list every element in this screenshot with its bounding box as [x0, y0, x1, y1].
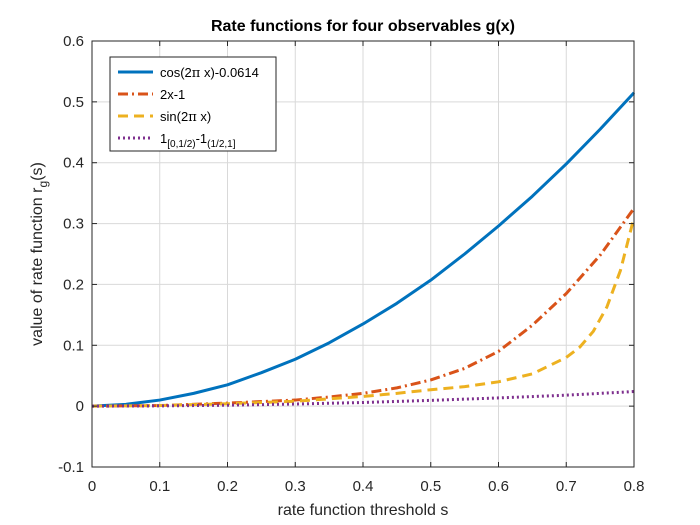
legend-label-part: π [192, 66, 201, 81]
series-line-4 [91, 390, 635, 408]
x-tick-label: 0.7 [556, 478, 577, 495]
y-axis-label-sub: g [36, 181, 50, 188]
y-tick-label: 0.6 [63, 33, 84, 50]
legend-label-part: sin(2 [160, 109, 188, 124]
legend-label-part: (1/2,1] [207, 139, 236, 150]
chart-title: Rate functions for four observables g(x) [211, 18, 515, 35]
y-tick-label: 0.5 [63, 94, 84, 111]
legend-label-3: sin(2π x) [160, 109, 211, 125]
x-tick-label: 0 [88, 478, 96, 495]
legend-label-2: 2x-1 [160, 87, 185, 102]
y-axis-label-suffix: (s) [29, 162, 46, 181]
series-group [91, 91, 636, 408]
series-line-3 [91, 217, 636, 408]
x-tick-label: 0.2 [217, 478, 238, 495]
y-axis-label-main: value of rate function r [29, 187, 46, 346]
y-tick-label: 0.2 [63, 276, 84, 293]
legend-label-4: 1[0,1/2)-1(1/2,1] [160, 131, 236, 150]
legend-label-part: 1 [160, 131, 167, 146]
y-tick-label: 0.4 [63, 155, 84, 172]
y-tick-label: 0.3 [63, 216, 84, 233]
x-tick-label: 0.3 [285, 478, 306, 495]
legend-label-part: -1 [196, 131, 208, 146]
legend-label-part: x)-0.0614 [200, 65, 259, 80]
x-tick-label: 0.8 [624, 478, 645, 495]
y-tick-label: 0 [76, 398, 84, 415]
legend-label-part: π [188, 110, 197, 125]
x-tick-label: 0.6 [488, 478, 509, 495]
ticks: 0 0.1 0.2 0.3 0.4 0.5 0.6 0.7 0.8-0.100.10.20.30… [58, 33, 644, 495]
legend-label-part: cos(2 [160, 65, 192, 80]
legend-label-part: x) [197, 109, 211, 124]
y-axis-label: value of rate function rg(s) [29, 162, 50, 346]
y-tick-label: 0.1 [63, 337, 84, 354]
legend-label-part: 2x-1 [160, 87, 185, 102]
legend-label-part: [0,1/2) [167, 139, 195, 150]
x-tick-label: 0.5 [420, 478, 441, 495]
y-tick-label: -0.1 [58, 459, 84, 476]
x-tick-label: 0.1 [149, 478, 170, 495]
x-tick-label: 0.4 [353, 478, 374, 495]
series-line-1 [91, 91, 636, 408]
legend-label-1: cos(2π x)-0.0614 [160, 65, 259, 81]
x-axis-label: rate function threshold s [278, 502, 449, 519]
